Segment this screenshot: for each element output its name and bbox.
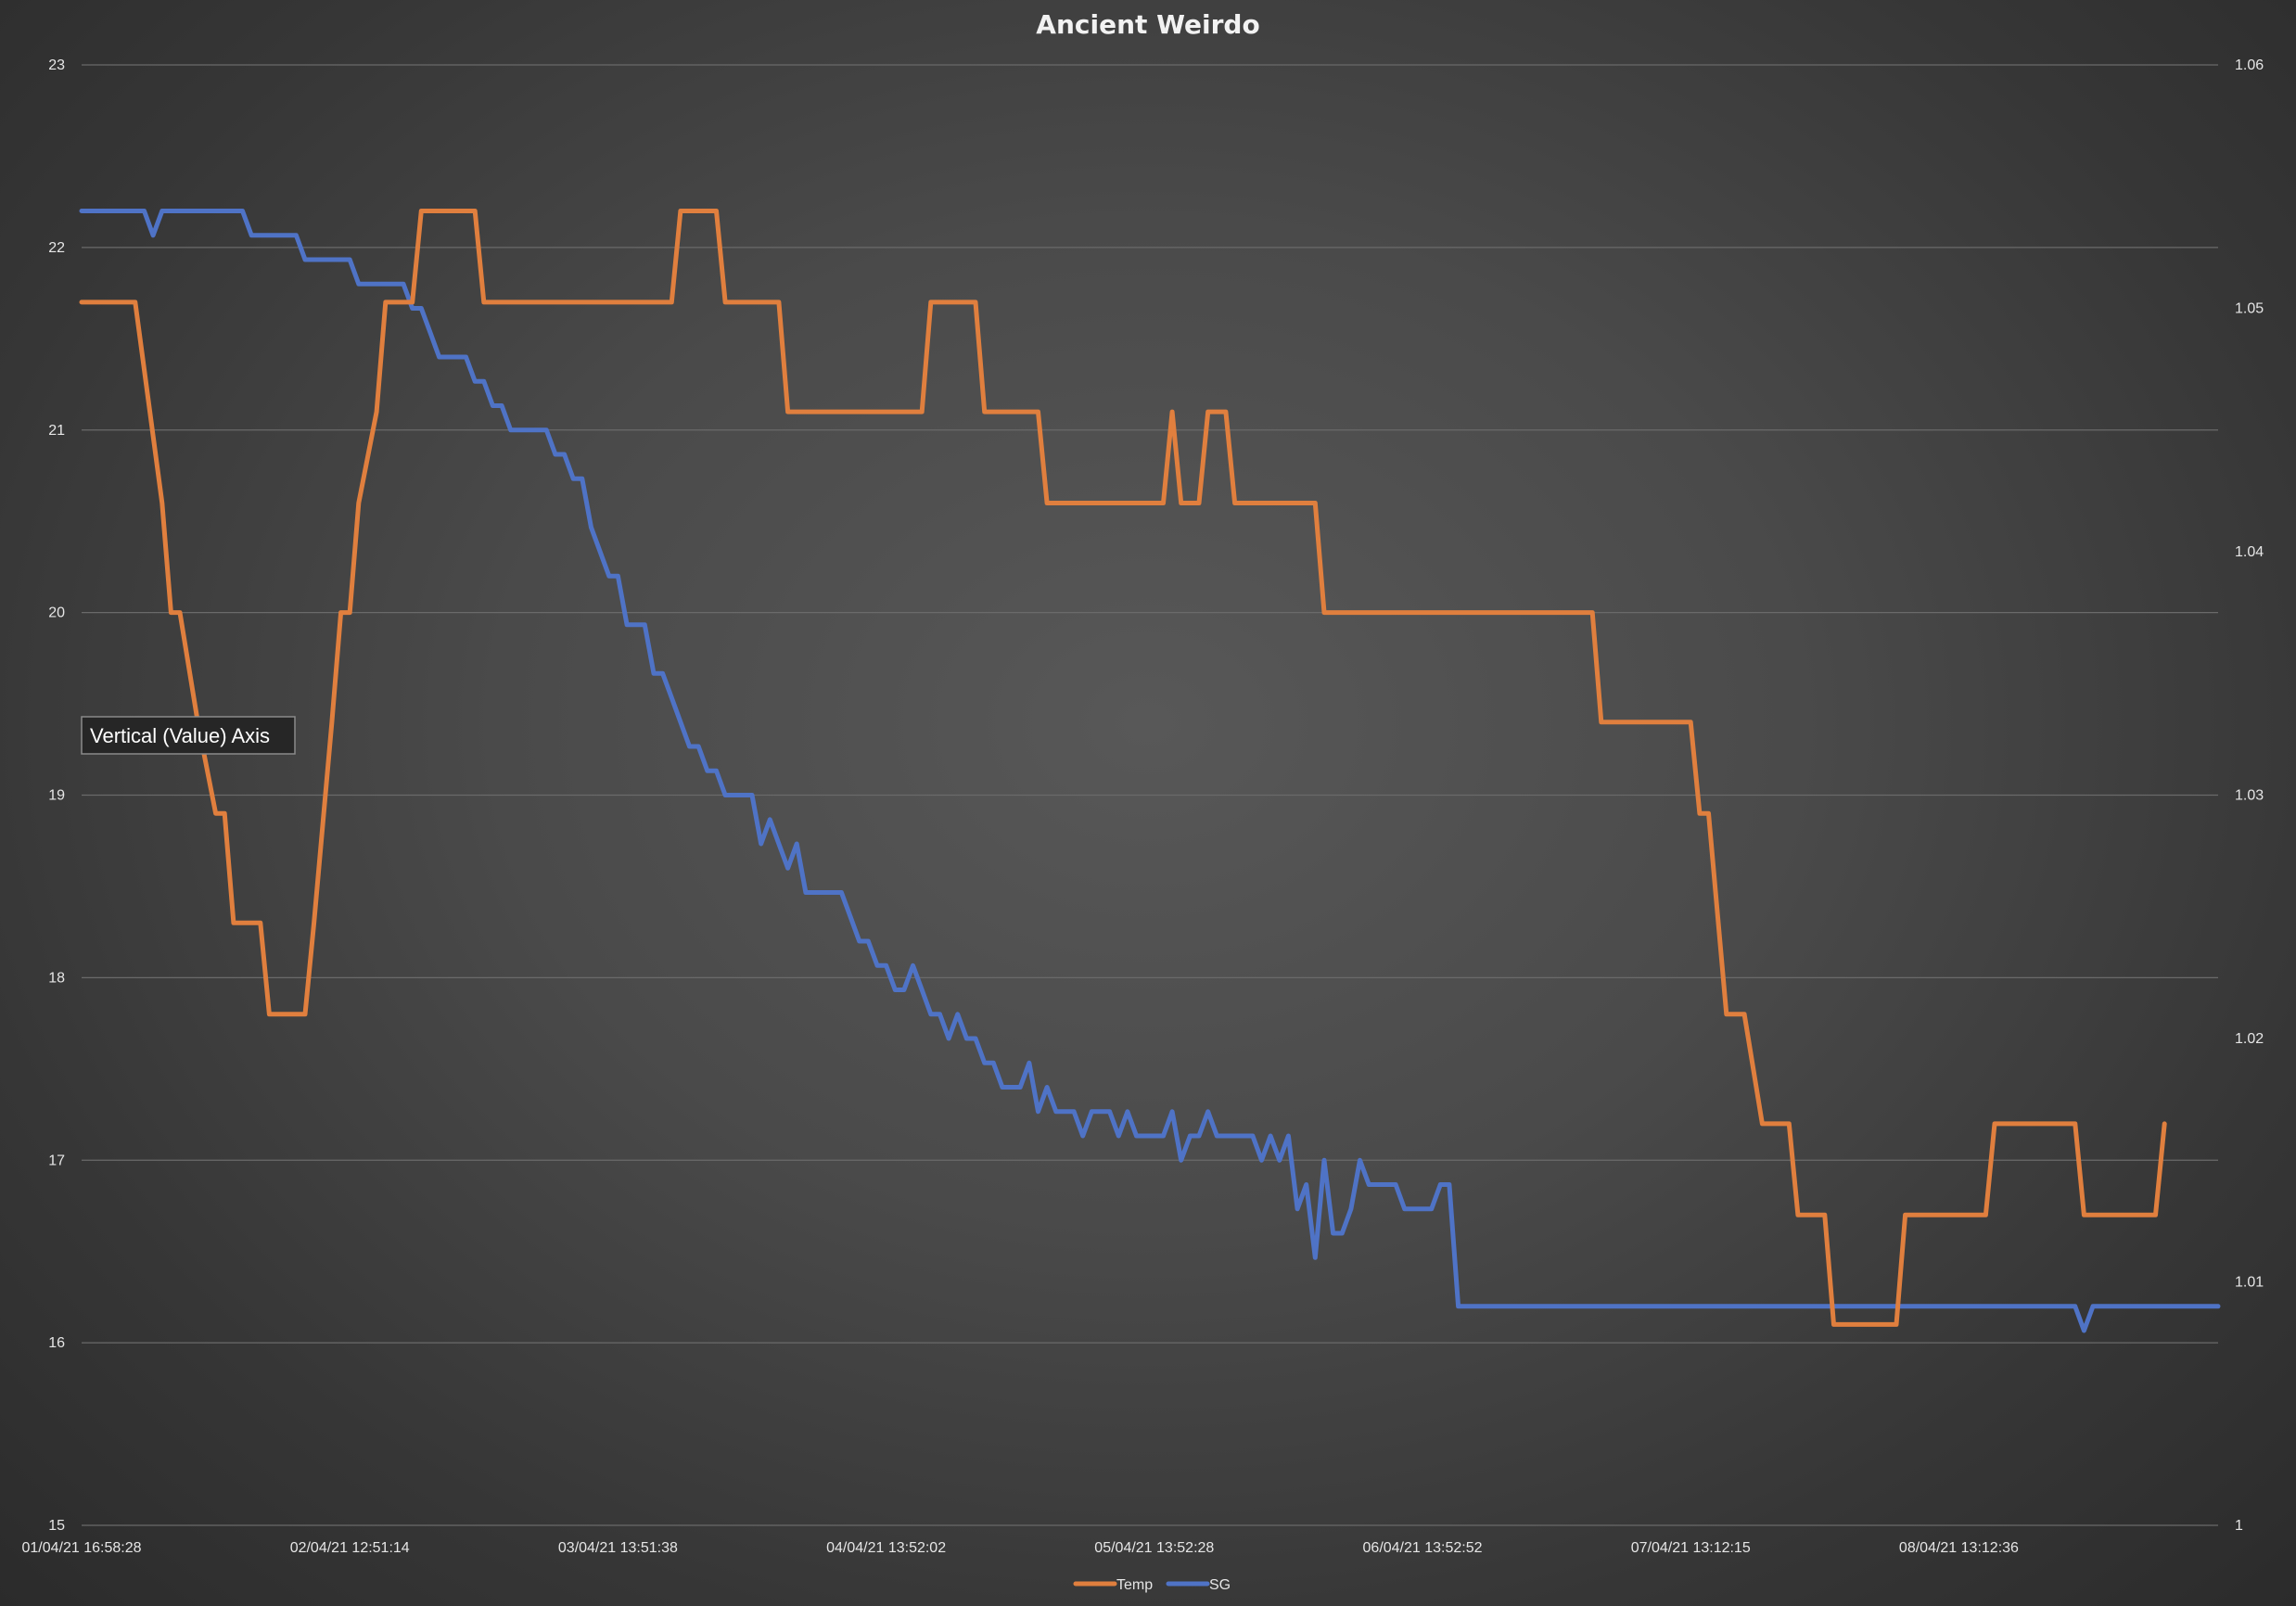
left-tick-label: 17: [48, 1153, 65, 1168]
right-tick-label: 1.01: [2235, 1275, 2264, 1291]
left-tick-label: 16: [48, 1335, 65, 1351]
right-tick-label: 1.05: [2235, 301, 2264, 317]
left-tick-label: 19: [48, 788, 65, 804]
left-axis[interactable]: 15 16 17 18 19 20 21 22 23: [48, 57, 65, 1534]
x-tick-label: 03/04/21 13:51:38: [558, 1540, 678, 1556]
legend-label-sg: SG: [1209, 1577, 1231, 1593]
right-tick-label: 1.02: [2235, 1031, 2264, 1047]
x-axis[interactable]: 01/04/21 16:58:28 02/04/21 12:51:14 03/04/…: [21, 1540, 2019, 1556]
left-tick-label: 23: [48, 57, 65, 73]
right-tick-label: 1.06: [2235, 57, 2264, 73]
right-tick-label: 1.03: [2235, 788, 2264, 804]
gridlines: [82, 64, 2218, 1526]
series-line-sg[interactable]: [79, 209, 2221, 1333]
tooltip-text: Vertical (Value) Axis: [90, 724, 270, 747]
right-tick-label: 1.04: [2235, 544, 2264, 560]
series-line-temp[interactable]: [79, 209, 2167, 1327]
legend[interactable]: Temp SG: [1073, 1577, 1231, 1593]
x-tick-label: 04/04/21 13:52:02: [826, 1540, 946, 1556]
left-tick-label: 20: [48, 605, 65, 621]
chart-title: Ancient Weirdo: [1036, 9, 1259, 40]
left-tick-label: 15: [48, 1518, 65, 1534]
x-tick-label: 08/04/21 13:12:36: [1899, 1540, 2019, 1556]
x-tick-label: 07/04/21 13:12:15: [1631, 1540, 1751, 1556]
axis-tooltip: Vertical (Value) Axis: [81, 716, 296, 755]
plot-area[interactable]: [79, 209, 2221, 1333]
x-tick-label: 02/04/21 12:51:14: [290, 1540, 410, 1556]
tooltip-box: [81, 716, 296, 755]
x-tick-label: 06/04/21 13:52:52: [1363, 1540, 1483, 1556]
left-tick-label: 21: [48, 423, 65, 439]
right-tick-label: 1: [2235, 1518, 2243, 1534]
x-tick-label: 05/04/21 13:52:28: [1094, 1540, 1214, 1556]
left-tick-label: 22: [48, 240, 65, 256]
x-tick-label: 01/04/21 16:58:28: [21, 1540, 141, 1556]
left-tick-label: 18: [48, 970, 65, 986]
right-axis[interactable]: 1 1.01 1.02 1.03 1.04 1.05 1.06: [2235, 57, 2264, 1534]
legend-label-temp: Temp: [1116, 1577, 1153, 1593]
